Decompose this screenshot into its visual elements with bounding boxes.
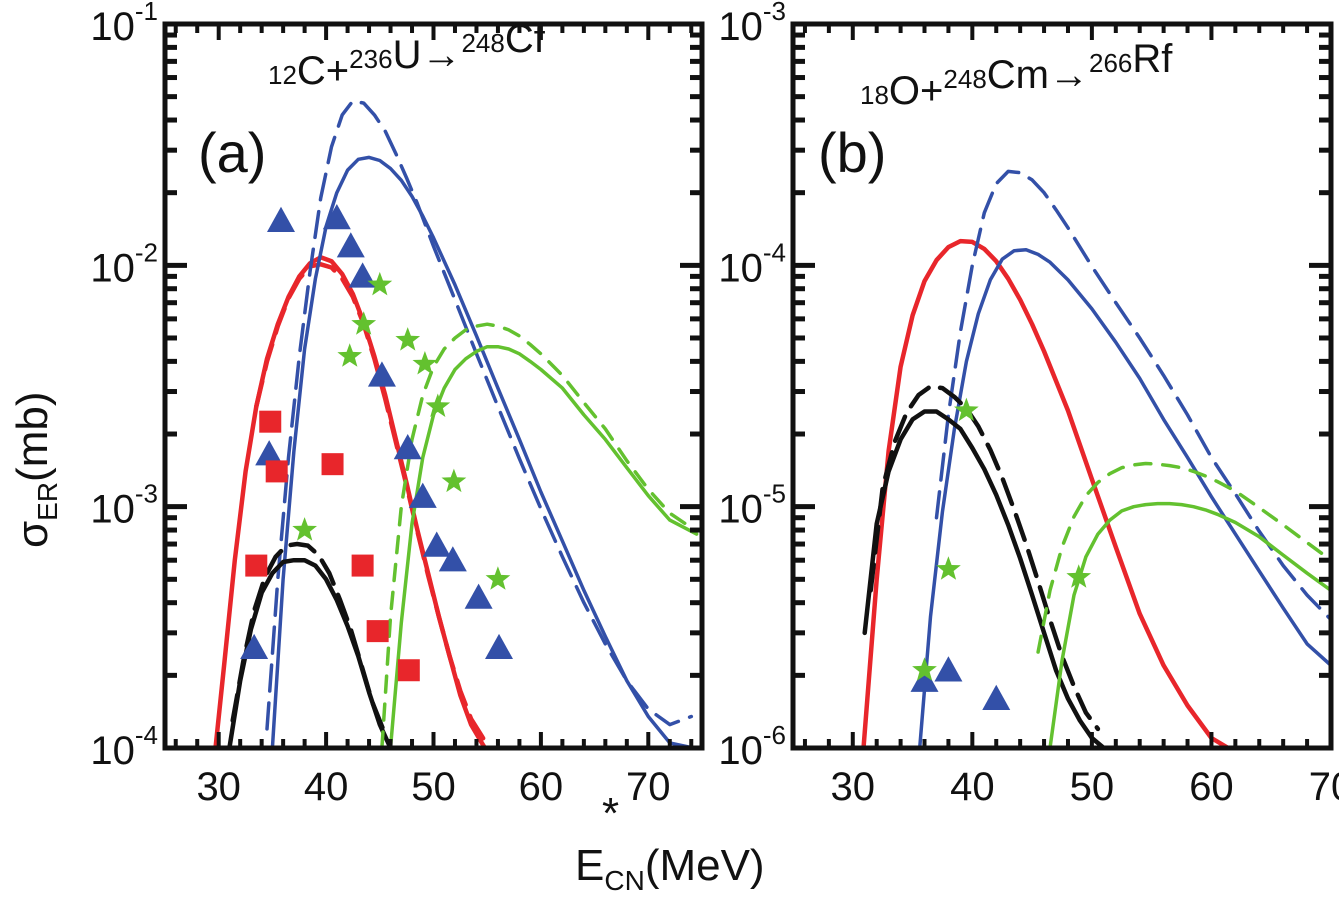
blue-triangle-marker bbox=[408, 482, 437, 508]
panel-b-ticks bbox=[793, 24, 1333, 751]
blue-triangle-marker bbox=[438, 546, 467, 572]
x-tick-label: 60 bbox=[1189, 765, 1234, 809]
green-star-marker bbox=[441, 468, 467, 493]
green-star-marker bbox=[337, 343, 363, 367]
x-tick-label: 40 bbox=[304, 765, 349, 809]
curve-green-dashed bbox=[380, 322, 699, 748]
y-tick-label: 10-5 bbox=[718, 479, 786, 532]
red-square-marker bbox=[265, 460, 288, 483]
curve-green-dashed bbox=[1036, 461, 1331, 654]
x-axis-title-star: * bbox=[602, 789, 619, 838]
x-axis-title-unit: (MeV) bbox=[645, 841, 765, 890]
green-star-marker bbox=[425, 393, 451, 417]
y-tick-label: 10-2 bbox=[90, 237, 158, 290]
green-star-marker bbox=[412, 351, 438, 375]
x-tick-label: 60 bbox=[519, 765, 564, 809]
red-square-marker bbox=[245, 554, 268, 577]
y-tick-label: 10-3 bbox=[90, 479, 158, 532]
blue-triangle-marker bbox=[336, 232, 365, 258]
panel-a-label: (a) bbox=[198, 121, 266, 184]
panel-b-frame bbox=[790, 21, 1334, 751]
curve-blue-solid bbox=[270, 155, 696, 748]
red-square-marker bbox=[366, 620, 389, 643]
blue-triangle-marker bbox=[393, 434, 422, 460]
curve-red-solid bbox=[861, 238, 1231, 748]
curve-blue-solid bbox=[917, 248, 1331, 748]
blue-triangle-marker bbox=[422, 531, 451, 557]
blue-triangle-marker bbox=[982, 684, 1011, 710]
blue-triangle-marker bbox=[367, 361, 396, 387]
curve-black-dashed bbox=[868, 384, 1101, 732]
x-tick-label: 40 bbox=[950, 765, 995, 809]
red-square-marker bbox=[397, 659, 420, 682]
panel-b-plot-area bbox=[861, 169, 1331, 748]
green-star-marker bbox=[912, 657, 937, 681]
curve-red-dashed bbox=[254, 262, 529, 748]
panel-b-x-tick-labels: 30 40 50 60 70 bbox=[831, 765, 1339, 809]
y-tick-label: 10-3 bbox=[718, 0, 786, 49]
green-star-marker bbox=[485, 566, 511, 590]
panel-b-y-tick-labels: 10-3 10-4 10-5 10-6 bbox=[718, 0, 786, 773]
panel-a: 30 40 50 60 70 10-1 10-2 10-3 10-4 (a) 12C+236U… bbox=[90, 0, 705, 809]
x-tick-label: 50 bbox=[1070, 765, 1115, 809]
curve-blue-dashed bbox=[934, 169, 1331, 622]
red-square-marker bbox=[351, 554, 374, 577]
green-star-marker bbox=[292, 517, 317, 541]
y-tick-label: 10-6 bbox=[718, 720, 786, 773]
red-square-marker bbox=[321, 453, 344, 476]
curve-black-dashed bbox=[230, 541, 386, 732]
panel-a-y-tick-labels: 10-1 10-2 10-3 10-4 bbox=[90, 0, 158, 773]
x-tick-label: 50 bbox=[411, 765, 456, 809]
green-star-marker bbox=[395, 327, 421, 351]
panel-b: 30 40 50 60 70 10-3 10-4 10-5 10-6 (b) 18O+248C… bbox=[718, 0, 1339, 809]
blue-triangle-marker bbox=[485, 633, 514, 660]
blue-triangle-marker bbox=[934, 656, 963, 682]
curve-green-solid bbox=[1048, 501, 1331, 748]
x-tick-label: 30 bbox=[831, 765, 876, 809]
blue-triangle-marker bbox=[255, 440, 284, 466]
panel-a-title: 12C+236U→248Cf bbox=[268, 17, 546, 93]
panel-a-x-tick-labels: 30 40 50 60 70 bbox=[196, 765, 670, 809]
x-tick-label: 70 bbox=[1309, 765, 1339, 809]
panel-a-ticks bbox=[165, 24, 702, 751]
green-star-marker bbox=[954, 397, 979, 422]
green-star-marker bbox=[1066, 564, 1092, 588]
curve-black-solid bbox=[862, 409, 1107, 748]
y-axis-title-unit: (mb) bbox=[8, 392, 57, 482]
x-tick-label: 30 bbox=[196, 765, 241, 809]
blue-triangle-marker bbox=[910, 666, 939, 692]
blue-triangle-marker bbox=[240, 633, 269, 660]
y-axis-title: σER(mb) bbox=[8, 392, 63, 549]
panel-b-title: 18O+248Cm→266Rf bbox=[860, 37, 1173, 113]
x-axis-title-sub: CN bbox=[604, 865, 644, 896]
panel-a-plot-area bbox=[213, 99, 699, 748]
green-star-marker bbox=[351, 311, 377, 335]
panel-b-label: (b) bbox=[818, 121, 886, 184]
blue-triangle-marker bbox=[266, 206, 295, 232]
x-tick-label: 70 bbox=[626, 765, 671, 809]
y-tick-label: 10-4 bbox=[718, 237, 786, 290]
curve-green-solid bbox=[388, 344, 699, 748]
y-axis-title-main: σ bbox=[8, 521, 57, 548]
green-star-marker bbox=[367, 271, 393, 296]
curve-blue-dashed bbox=[265, 99, 694, 731]
blue-triangle-marker bbox=[322, 204, 351, 230]
y-axis-title-sub: ER bbox=[32, 482, 63, 521]
x-axis-title: ECN(MeV) bbox=[575, 841, 765, 896]
y-tick-label: 10-4 bbox=[90, 720, 158, 773]
blue-triangle-marker bbox=[464, 583, 493, 609]
y-tick-label: 10-1 bbox=[90, 0, 158, 49]
x-axis-title-main: E bbox=[575, 841, 604, 890]
green-star-marker bbox=[936, 556, 961, 580]
red-square-marker bbox=[259, 410, 282, 433]
